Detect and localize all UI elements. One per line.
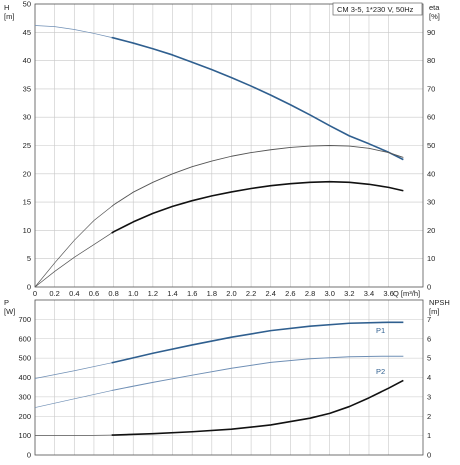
y2-tick-label-npsh: 7: [427, 315, 431, 324]
series-line-head: [111, 36, 404, 161]
series-label-p2: P2: [376, 367, 385, 376]
upper-y2-label-eta: eta: [429, 3, 440, 12]
y2-tick-label-eta: 50: [427, 141, 435, 150]
y2-tick-label-eta: 70: [427, 84, 435, 93]
lower-y2-label-unit: [m]: [429, 307, 439, 316]
y-tick-label-power: 400: [18, 373, 31, 382]
x-tick-label: 1.4: [167, 289, 177, 298]
y-tick-label-power: 0: [27, 451, 31, 460]
y2-tick-label-npsh: 1: [427, 431, 431, 440]
x-tick-label: 1.2: [148, 289, 158, 298]
y2-tick-label-npsh: 6: [427, 334, 431, 343]
y2-tick-label-eta: 30: [427, 198, 435, 207]
series-lines: [34, 25, 404, 436]
x-tick-label: 2.6: [285, 289, 295, 298]
y2-tick-label-npsh: 0: [427, 451, 431, 460]
upper-y2-label-unit: [%]: [429, 12, 440, 21]
chart-title: CM 3-5, 1*230 V, 50Hz: [337, 5, 414, 14]
legend-box: [332, 2, 423, 16]
series-line-eta-pump-extension: [34, 232, 112, 288]
y-tick-label-power: 500: [18, 354, 31, 363]
x-tick-label: 2.0: [226, 289, 236, 298]
upper-y-label-unit: [m]: [4, 12, 14, 21]
x-tick-label: 0: [33, 289, 37, 298]
x-tick-label: 0.2: [49, 289, 59, 298]
x-tick-label: 1.6: [187, 289, 197, 298]
y2-tick-label-eta: 0: [427, 283, 431, 292]
x-tick-label: 0.8: [108, 289, 118, 298]
y2-tick-label-eta: 20: [427, 226, 435, 235]
x-axis-label: Q [m³/h]: [393, 289, 420, 298]
y-tick-label-power: 600: [18, 334, 31, 343]
x-tick-label: 2.8: [305, 289, 315, 298]
y-tick-label-head: 15: [23, 198, 31, 207]
y2-tick-label-eta: 40: [427, 169, 435, 178]
legend-box-group: CM 3-5, 1*230 V, 50Hz: [332, 2, 423, 16]
y-tick-label-power: 700: [18, 315, 31, 324]
upper-chart-grid: [34, 3, 423, 288]
series-line-p1: [111, 321, 404, 364]
x-tick-label: 3.0: [324, 289, 334, 298]
x-tick-label: 1.8: [207, 289, 217, 298]
series-line-p2: [111, 355, 404, 392]
tick-labels: 0 0.2 0.4 0.6 0.8 1.0 1.2 1.4 1.6 1.8 2.0 2.2 2.4 2.6…: [18, 0, 435, 460]
lower-y-label-p: P: [4, 298, 9, 307]
series-line-npsh: [111, 379, 404, 436]
series-line-head-extension: [34, 25, 112, 38]
x-tick-label: 1.0: [128, 289, 138, 298]
y-tick-label-head: 20: [23, 169, 31, 178]
y2-tick-label-npsh: 4: [427, 373, 431, 382]
chart-frames: [34, 3, 424, 456]
x-tick-label: 2.4: [266, 289, 276, 298]
x-tick-label: 3.4: [364, 289, 374, 298]
y2-tick-label-eta: 90: [427, 28, 435, 37]
series-line-eta-total: [111, 145, 404, 207]
y-tick-label-head: 0: [27, 283, 31, 292]
y2-tick-label-npsh: 5: [427, 354, 431, 363]
x-tick-label: 3.6: [383, 289, 393, 298]
y2-tick-label-eta: 60: [427, 113, 435, 122]
series-line-p2-extension: [34, 390, 112, 408]
series-line-eta-total-extension: [34, 206, 112, 288]
y2-tick-label-eta: 80: [427, 56, 435, 65]
y-tick-label-power: 100: [18, 431, 31, 440]
y-tick-label-head: 10: [23, 226, 31, 235]
y2-tick-label-eta: 10: [427, 254, 435, 263]
y2-tick-label-npsh: 3: [427, 392, 431, 401]
y-tick-label-head: 50: [23, 0, 31, 9]
y2-tick-label-npsh: 2: [427, 412, 431, 421]
y-tick-label-head: 45: [23, 28, 31, 37]
lower-chart-frame: [34, 299, 424, 456]
x-tick-label: 3.2: [344, 289, 354, 298]
series-label-p1: P1: [376, 326, 385, 335]
y-tick-label-head: 40: [23, 56, 31, 65]
upper-chart-frame: [34, 3, 424, 288]
lower-y-label-unit: [W]: [4, 307, 15, 316]
series-line-p1-extension: [34, 362, 112, 379]
y-tick-label-power: 200: [18, 412, 31, 421]
x-tick-label: 2.2: [246, 289, 256, 298]
y-tick-label-head: 30: [23, 113, 31, 122]
upper-y-label-h: H: [4, 3, 9, 12]
y-tick-label-head: 25: [23, 141, 31, 150]
y-tick-label-head: 5: [27, 254, 31, 263]
x-tick-label: 0.4: [69, 289, 79, 298]
series-line-npsh-extension: [35, 434, 112, 436]
y-tick-label-head: 35: [23, 84, 31, 93]
lower-y2-label-npsh: NPSH: [429, 298, 450, 307]
x-tick-label: 0.6: [89, 289, 99, 298]
y-tick-label-power: 300: [18, 392, 31, 401]
series-line-eta-pump: [111, 180, 404, 234]
